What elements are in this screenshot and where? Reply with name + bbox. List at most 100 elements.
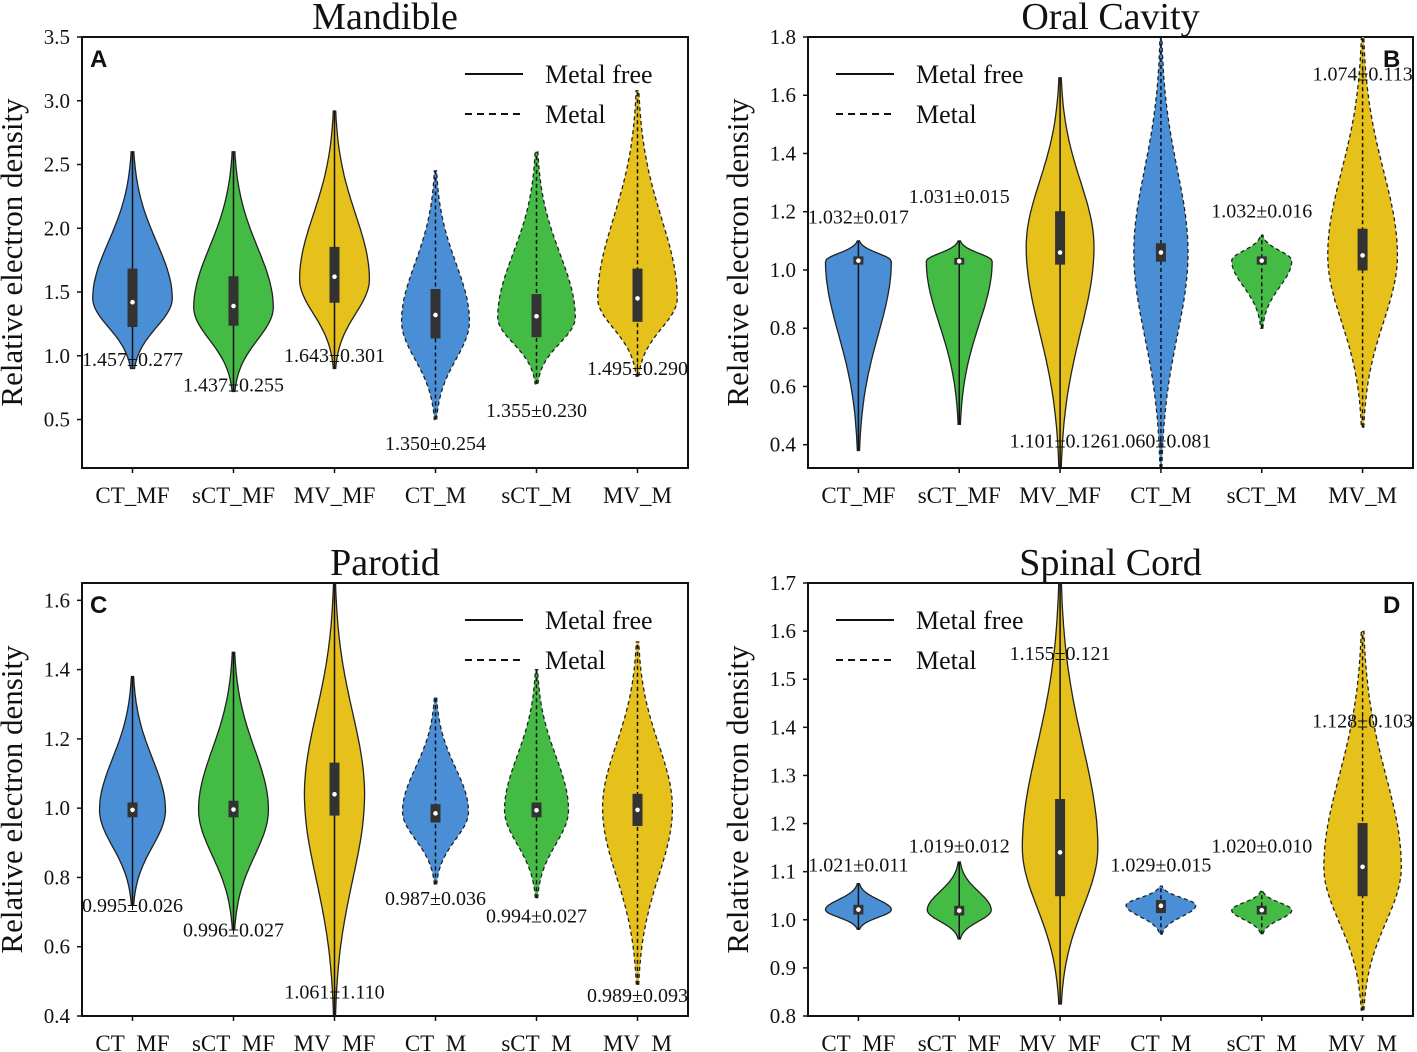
panel-letter: B: [1383, 46, 1400, 73]
median-dot-sct-m: [534, 807, 539, 813]
mean-sd-label: 1.019±0.012: [909, 835, 1010, 857]
x-tick-label: MV_MF: [1019, 483, 1101, 508]
y-tick-label: 1.7: [770, 571, 796, 595]
panel-d: Spinal Cord 0.8 0.9 1.0 1.1 1.2 1.3 1.4 1.5 1.6 1.…: [720, 542, 1414, 1052]
median-dot-mv-m: [1360, 253, 1365, 258]
x-tick-label: CT_MF: [821, 483, 895, 508]
median-dot-sct-mf: [231, 303, 236, 309]
x-tick-label: MV_M: [603, 483, 672, 508]
y-tick-label: 1.0: [770, 258, 796, 282]
y-tick-label: 1.5: [44, 280, 70, 304]
y-tick-label: 3.5: [44, 25, 70, 49]
y-tick-label: 1.0: [44, 796, 70, 820]
violin-sct-m: [1231, 234, 1293, 329]
panel-b: Oral Cavity 0.4 0.6 0.8 1.0 1.2 1.4 1.6 1.8 Relat…: [720, 0, 1414, 508]
mean-sd-label: 0.994±0.027: [486, 905, 587, 927]
x-tick-label: CT_MF: [95, 483, 169, 508]
mean-sd-label: 1.060±0.081: [1110, 431, 1211, 453]
median-dot-sct-m: [534, 313, 539, 319]
panel-c: Parotid 0.4 0.6 0.8 1.0 1.2 1.4 1.6 Relative ele…: [0, 542, 689, 1052]
y-tick-label: 1.0: [770, 908, 796, 932]
median-dot-ct-m: [1158, 250, 1164, 255]
y-tick-label: 2.0: [44, 216, 70, 240]
axes-frame: [81, 36, 689, 469]
mean-sd-label: 1.029±0.015: [1110, 855, 1211, 877]
median-dot-sct-mf: [231, 807, 236, 812]
iqr-box-mv-mf: [329, 762, 340, 816]
median-dot-ct-m: [433, 312, 438, 318]
x-tick-label: sCT_MF: [192, 483, 275, 508]
mean-sd-label: 1.020±0.010: [1211, 835, 1312, 857]
y-tick-label: 2.5: [44, 153, 70, 177]
x-tick-label: sCT_MF: [192, 1031, 275, 1052]
y-tick-label: 1.3: [770, 763, 796, 787]
y-axis-label: Relative electron density: [0, 98, 29, 407]
x-tick-label: CT_M: [1130, 483, 1191, 508]
legend-metal: Metal: [545, 100, 606, 129]
mean-sd-label: 0.987±0.036: [385, 888, 486, 910]
median-dot-ct-m: [433, 811, 438, 816]
median-dot-mv-mf: [332, 274, 337, 280]
mean-sd-label: 1.350±0.254: [385, 433, 486, 455]
panel-title: Oral Cavity: [1021, 0, 1199, 38]
legend-metal: Metal: [545, 646, 606, 675]
panel-letter: A: [90, 46, 107, 73]
y-tick-label: 0.6: [44, 935, 70, 959]
legend-metal-free: Metal free: [545, 606, 653, 635]
y-tick-label: 1.1: [770, 860, 796, 884]
mean-sd-label: 1.155±0.121: [1010, 643, 1111, 665]
legend-metal-free: Metal free: [545, 60, 653, 89]
y-tick-label: 1.4: [770, 715, 797, 739]
mean-sd-label: 0.989±0.093: [587, 985, 688, 1007]
iqr-box-mv-mf: [1055, 211, 1066, 265]
legend-metal: Metal: [916, 646, 977, 675]
median-dot-ct-mf: [856, 907, 861, 912]
y-tick-label: 1.4: [44, 658, 71, 682]
mean-sd-label: 1.032±0.017: [808, 206, 909, 228]
mean-sd-label: 1.643±0.301: [284, 345, 385, 367]
x-tick-label: sCT_M: [501, 483, 571, 508]
x-tick-label: CT_M: [405, 483, 466, 508]
violin-layer: [92, 89, 678, 421]
y-tick-label: 0.6: [770, 374, 796, 398]
axes-frame: [81, 582, 689, 1017]
violin-layer: [98, 583, 674, 1016]
x-tick-label: sCT_M: [1227, 483, 1297, 508]
x-tick-label: sCT_M: [501, 1031, 571, 1052]
violin-layer: [824, 37, 1399, 468]
y-tick-label: 1.2: [770, 812, 796, 836]
panel-title: Spinal Cord: [1019, 542, 1202, 584]
y-axis-label: Relative electron density: [720, 98, 755, 407]
x-tick-label: MV_MF: [294, 483, 376, 508]
y-tick-label: 1.4: [770, 141, 797, 165]
y-tick-label: 0.9: [770, 956, 796, 980]
mean-sd-label: 1.061±1.110: [284, 982, 384, 1004]
mean-sd-label: 1.437±0.255: [183, 374, 284, 396]
axes-frame: [807, 582, 1414, 1017]
x-tick-label: sCT_MF: [918, 483, 1001, 508]
x-tick-label: MV_M: [1328, 483, 1397, 508]
mean-sd-label: 1.457±0.277: [82, 349, 183, 371]
iqr-box-ct-mf: [127, 268, 138, 327]
x-tick-label: MV_M: [1328, 1031, 1397, 1052]
x-tick-label: MV_MF: [294, 1031, 376, 1052]
legend-metal-free: Metal free: [916, 60, 1024, 89]
median-dot-sct-m: [1259, 907, 1265, 913]
y-tick-label: 1.8: [770, 25, 796, 49]
x-tick-label: MV_MF: [1019, 1031, 1101, 1052]
x-tick-label: sCT_M: [1227, 1031, 1297, 1052]
median-dot-mv-mf: [1057, 250, 1063, 255]
y-axis-label: Relative electron density: [720, 645, 755, 954]
iqr-box-mv-m: [1357, 823, 1368, 897]
median-dot-ct-mf: [856, 258, 861, 263]
median-dot-mv-mf: [332, 792, 337, 797]
mean-sd-label: 1.032±0.016: [1211, 201, 1312, 223]
y-tick-label: 3.0: [44, 89, 70, 113]
x-tick-label: CT_M: [1130, 1031, 1191, 1052]
median-dot-sct-m: [1259, 258, 1265, 263]
legend-metal: Metal: [916, 100, 977, 129]
iqr-box-mv-m: [632, 268, 643, 322]
mean-sd-label: 1.074±0.113: [1312, 64, 1412, 86]
mean-sd-label: 1.355±0.230: [486, 400, 587, 422]
